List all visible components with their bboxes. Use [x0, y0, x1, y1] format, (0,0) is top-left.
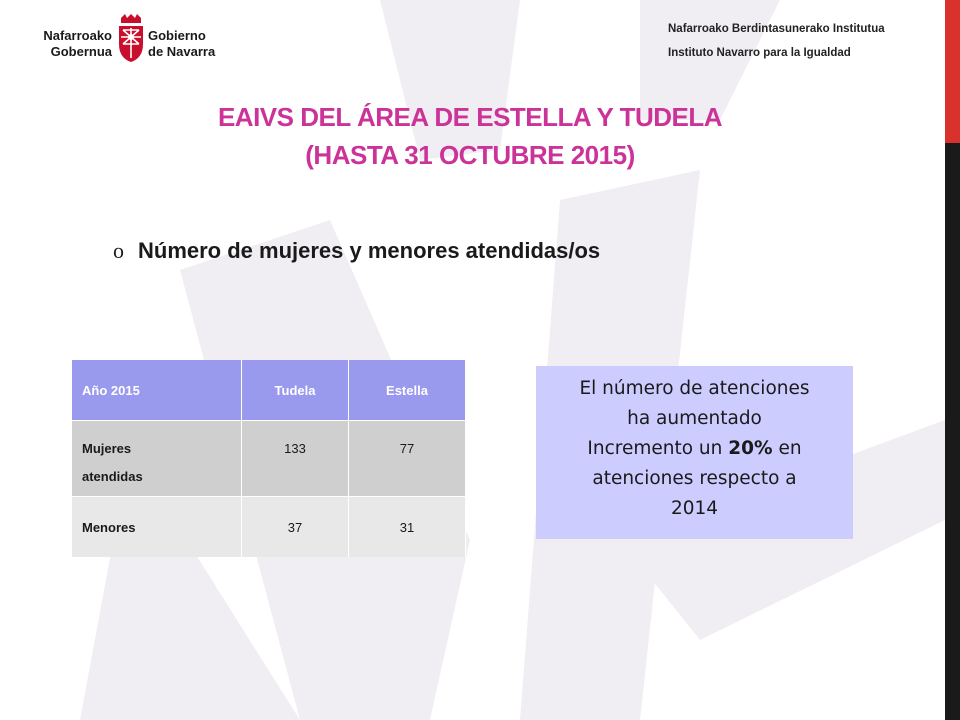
- logo-right-line1: Gobierno: [148, 28, 206, 43]
- gobierno-navarra-logo: Nafarroako Gobernua Gobierno de Navarra: [38, 14, 228, 70]
- bullet-item: o Número de mujeres y menores atendidas/o…: [113, 238, 600, 264]
- right-accent-bar: [945, 0, 960, 143]
- institute-line2: Instituto Navarro para la Igualdad: [668, 47, 851, 59]
- logo-right-line2: de Navarra: [148, 44, 216, 59]
- note-line2: ha aumentado: [627, 408, 762, 429]
- data-table: Año 2015 Tudela Estella Mujeres atendida…: [72, 360, 466, 557]
- institute-line1: Nafarroako Berdintasunerako Institutua: [668, 23, 885, 35]
- table-cell-label: Menores: [72, 496, 242, 557]
- table-cell-tudela: 37: [241, 496, 349, 557]
- note-line1: El número de atenciones: [579, 378, 810, 399]
- table-header-year: Año 2015: [72, 360, 242, 421]
- logo-left-line2: Gobernua: [50, 44, 112, 59]
- table-row: Menores 37 31: [72, 496, 466, 557]
- row-label-line2: atendidas: [82, 469, 143, 484]
- table-row: Mujeres atendidas 133 77: [72, 420, 466, 497]
- table-header-estella: Estella: [348, 360, 466, 421]
- bullet-text: Número de mujeres y menores atendidas/os: [138, 238, 601, 263]
- slide-title: EAIVS DEL ÁREA DE ESTELLA Y TUDELA (HAST…: [170, 98, 770, 174]
- table-cell-estella: 31: [348, 496, 466, 557]
- logo-text-left: Nafarroako Gobernua: [38, 28, 112, 60]
- navarra-shield-icon: [119, 14, 143, 62]
- note-line3-pre: Incremento un: [587, 438, 729, 459]
- institute-name: Nafarroako Berdintasunerako Institutua I…: [668, 17, 885, 65]
- bullet-marker-icon: o: [113, 238, 124, 263]
- logo-text-right: Gobierno de Navarra: [148, 28, 238, 60]
- title-line1: EAIVS DEL ÁREA DE ESTELLA Y TUDELA: [217, 102, 723, 132]
- note-line3-post: en: [772, 438, 802, 459]
- table-header-tudela: Tudela: [241, 360, 349, 421]
- summary-note: El número de atenciones ha aumentado Inc…: [536, 366, 853, 539]
- title-line2: (HASTA 31 OCTUBRE 2015): [305, 140, 635, 170]
- note-line3: Incremento un 20% en: [536, 434, 853, 464]
- note-line5: 2014: [670, 498, 719, 519]
- table-cell-tudela: 133: [241, 420, 349, 497]
- note-line4: atenciones respecto a: [592, 468, 797, 489]
- note-line3-bold: 20%: [728, 438, 773, 459]
- table-header-row: Año 2015 Tudela Estella: [72, 360, 466, 421]
- right-side-bar: [945, 0, 960, 720]
- row-label-line1: Mujeres: [82, 441, 132, 456]
- table-cell-estella: 77: [348, 420, 466, 497]
- table-cell-label: Mujeres atendidas: [72, 420, 242, 497]
- logo-left-line1: Nafarroako: [43, 28, 112, 43]
